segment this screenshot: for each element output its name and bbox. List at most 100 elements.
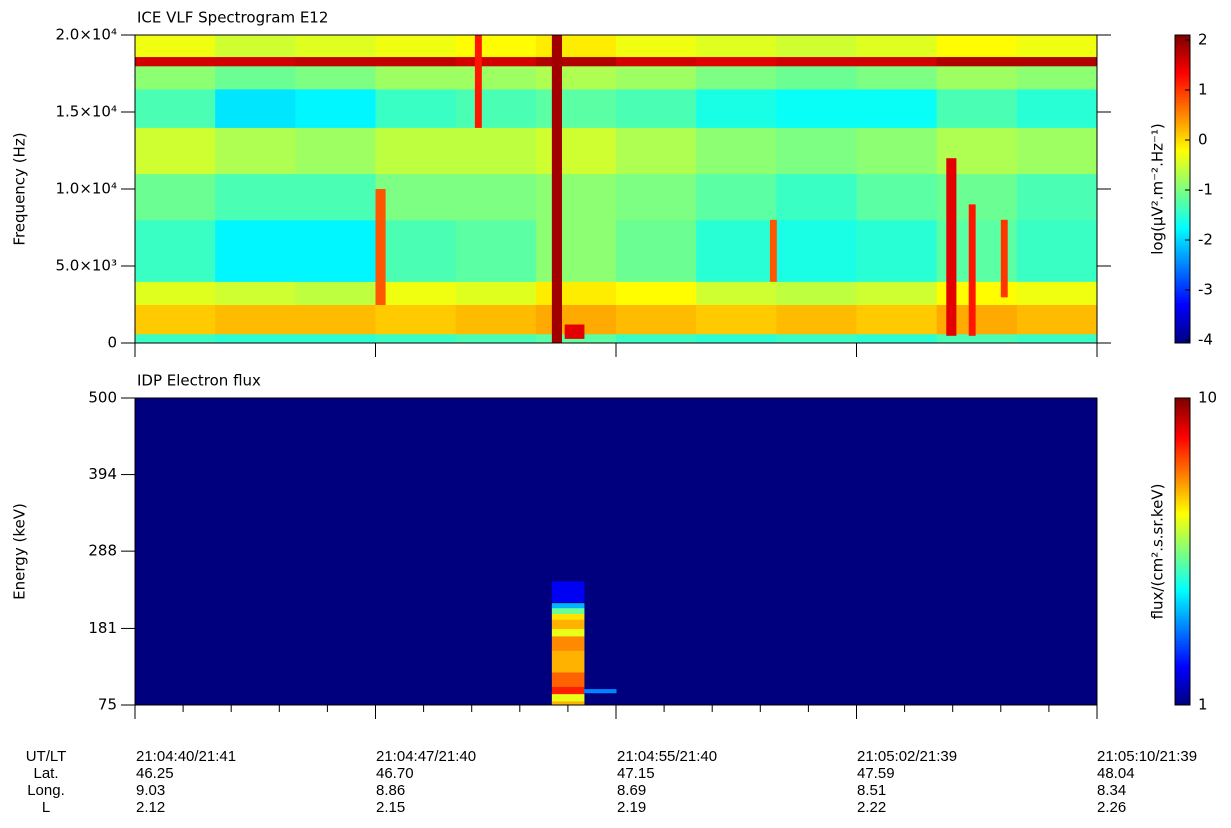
colorbar-segment bbox=[1175, 510, 1190, 514]
colorbar-segment bbox=[1175, 304, 1190, 308]
heatmap-cell bbox=[616, 127, 697, 175]
colorbar-segment bbox=[1175, 340, 1190, 344]
heatmap-cell bbox=[1016, 173, 1098, 221]
heatmap-cell bbox=[295, 88, 376, 128]
heatmap-cell bbox=[1016, 281, 1098, 305]
heatmap-cell bbox=[455, 219, 537, 282]
colorbar-segment bbox=[1175, 497, 1190, 501]
colorbar-segment bbox=[1175, 312, 1190, 316]
heatmap-cell bbox=[776, 219, 857, 282]
y-tick-label: 181 bbox=[88, 619, 117, 637]
colorbar-segment bbox=[1175, 415, 1190, 419]
colorbar-segment bbox=[1175, 508, 1190, 512]
colorbar-segment bbox=[1175, 441, 1190, 445]
heatmap-cell bbox=[135, 56, 216, 67]
colorbar-segment bbox=[1175, 520, 1190, 524]
colorbar-segment bbox=[1175, 222, 1190, 226]
colorbar-frame bbox=[1174, 397, 1191, 706]
heatmap-cell bbox=[1016, 127, 1098, 175]
y-tick-label: 2.0×10⁴ bbox=[55, 26, 117, 44]
heatmap-cell bbox=[1016, 219, 1098, 282]
colorbar-segment bbox=[1175, 610, 1190, 614]
colorbar-segment bbox=[1175, 641, 1190, 645]
heatmap-cell bbox=[215, 88, 296, 128]
heatmap-cell bbox=[856, 173, 938, 221]
ephemeris-value: 8.86 bbox=[376, 782, 405, 799]
colorbar-segment bbox=[1175, 253, 1190, 257]
heatmap-cell bbox=[696, 65, 777, 90]
heatmap-cell bbox=[135, 127, 216, 175]
heatmap-cell bbox=[455, 65, 537, 90]
colorbar-segment bbox=[1175, 212, 1190, 216]
colorbar-segment bbox=[1175, 431, 1190, 435]
colorbar-segment bbox=[1175, 556, 1190, 560]
colorbar-segment bbox=[1175, 242, 1190, 246]
colorbar-segment bbox=[1175, 47, 1190, 51]
colorbar-segment bbox=[1175, 122, 1190, 126]
y-tick-label: 500 bbox=[88, 389, 117, 407]
heatmap-cell bbox=[936, 281, 1018, 305]
heatmap-cell bbox=[455, 173, 537, 221]
heatmap-cell bbox=[946, 158, 957, 336]
colorbar-segment bbox=[1175, 505, 1190, 509]
colorbar-segment bbox=[1175, 258, 1190, 262]
heatmap-cell bbox=[936, 333, 1018, 344]
heatmap-cell bbox=[564, 324, 585, 339]
colorbar-segment bbox=[1175, 199, 1190, 203]
colorbar-segment bbox=[1175, 78, 1190, 82]
colorbar-segment bbox=[1175, 681, 1190, 686]
heatmap-cell bbox=[616, 56, 697, 67]
heatmap-cell bbox=[295, 56, 376, 67]
colorbar-segment bbox=[1175, 525, 1190, 529]
colorbar-segment bbox=[1175, 405, 1190, 409]
heatmap-cell bbox=[135, 88, 216, 128]
heatmap-cell bbox=[1000, 219, 1008, 298]
colorbar-segment bbox=[1175, 147, 1190, 151]
colorbar-tick-label: 1 bbox=[1198, 81, 1208, 99]
y-tick-label: 75 bbox=[98, 696, 117, 714]
colorbar-segment bbox=[1175, 664, 1190, 668]
heatmap-cell bbox=[936, 56, 1018, 67]
heatmap-cell bbox=[375, 35, 457, 58]
colorbar-label: flux/(cm².s.sr.keV) bbox=[1149, 484, 1167, 620]
colorbar-segment bbox=[1175, 309, 1190, 313]
colorbar-segment bbox=[1175, 314, 1190, 318]
colorbar-segment bbox=[1175, 217, 1190, 221]
colorbar-segment bbox=[1175, 168, 1190, 172]
y-tick-label: 5.0×10³ bbox=[55, 257, 117, 275]
heatmap-cell bbox=[856, 281, 938, 305]
colorbar-segment bbox=[1175, 52, 1190, 57]
heatmap-cell bbox=[535, 35, 617, 58]
heatmap-cell bbox=[295, 333, 376, 344]
colorbar-segment bbox=[1175, 474, 1190, 478]
colorbar-segment bbox=[1175, 124, 1190, 128]
colorbar-label: log(μV².m⁻².Hz⁻¹) bbox=[1149, 123, 1167, 255]
heatmap-cell bbox=[696, 281, 777, 305]
colorbar-segment bbox=[1175, 438, 1190, 442]
colorbar-segment bbox=[1175, 140, 1190, 144]
ephemeris-value: 2.22 bbox=[857, 799, 886, 816]
colorbar-segment bbox=[1175, 446, 1190, 450]
colorbar-segment bbox=[1175, 173, 1190, 177]
colorbar-segment bbox=[1175, 451, 1190, 455]
colorbar-segment bbox=[1175, 104, 1190, 108]
colorbar-segment bbox=[1175, 533, 1190, 537]
colorbar-segment bbox=[1175, 278, 1190, 282]
colorbar-segment bbox=[1175, 86, 1190, 90]
colorbar-segment bbox=[1175, 294, 1190, 298]
heatmap-cell bbox=[135, 65, 216, 90]
colorbar-segment bbox=[1175, 237, 1190, 241]
heatmap-cell bbox=[696, 173, 777, 221]
heatmap-cell bbox=[936, 65, 1018, 90]
colorbar-segment bbox=[1175, 648, 1190, 652]
colorbar-segment bbox=[1175, 37, 1190, 41]
heatmap-cell bbox=[776, 333, 857, 344]
colorbar-segment bbox=[1175, 171, 1190, 175]
colorbar-segment bbox=[1175, 408, 1190, 412]
heatmap-cell bbox=[375, 56, 457, 67]
colorbar-segment bbox=[1175, 607, 1190, 611]
colorbar-segment bbox=[1175, 661, 1190, 665]
heatmap-cell bbox=[375, 127, 457, 175]
colorbar-segment bbox=[1175, 456, 1190, 460]
colorbar-segment bbox=[1175, 623, 1190, 627]
